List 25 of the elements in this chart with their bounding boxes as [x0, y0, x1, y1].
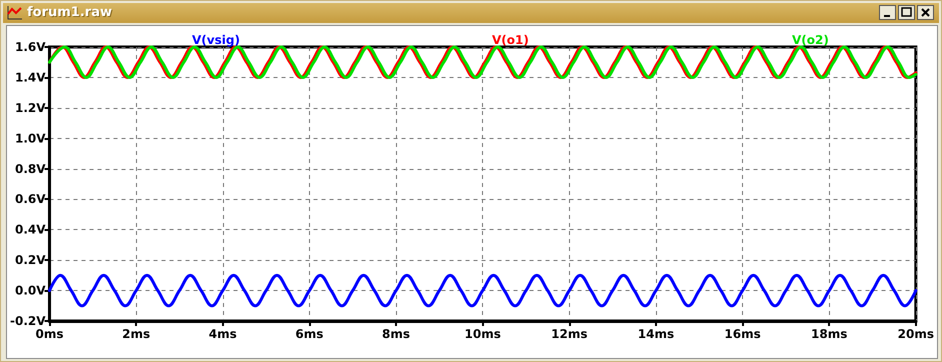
x-tick-label: 18ms	[811, 327, 848, 341]
text: V(vsig)	[192, 33, 240, 47]
y-tick-label: 1.2V	[14, 100, 46, 115]
x-tick-label: 20ms	[898, 327, 934, 341]
series-label: V(o2)	[792, 33, 829, 47]
y-tick-label: 0.0V	[14, 284, 46, 298]
y-tick-label: -0.2V	[10, 314, 46, 328]
y-tick-label: 0.8V	[14, 162, 46, 176]
x-tick-label: 2ms	[122, 327, 150, 341]
y-tick-label: 0.4V	[14, 222, 46, 237]
x-tick-label: 16ms	[724, 327, 761, 341]
y-tick-label: 1.4V	[14, 70, 46, 84]
x-tick-label: 6ms	[295, 327, 324, 341]
series-label: V(o1)	[492, 33, 529, 47]
x-tick-label: 4ms	[208, 327, 237, 341]
x-tick-label: 10ms	[464, 327, 501, 341]
x-tick-label: 8ms	[382, 327, 410, 341]
y-tick-label: 0.6V	[14, 192, 46, 206]
x-tick-label: 12ms	[551, 327, 588, 341]
y-tick-label: 0.2V	[14, 253, 46, 268]
y-tick-label: 1.6V	[14, 40, 46, 54]
chart-title: forum1.raw	[27, 5, 112, 20]
y-tick-label: 1.0V	[14, 131, 46, 146]
x-tick-label: 0ms	[36, 327, 64, 341]
x-tick-label: 14ms	[638, 327, 674, 341]
